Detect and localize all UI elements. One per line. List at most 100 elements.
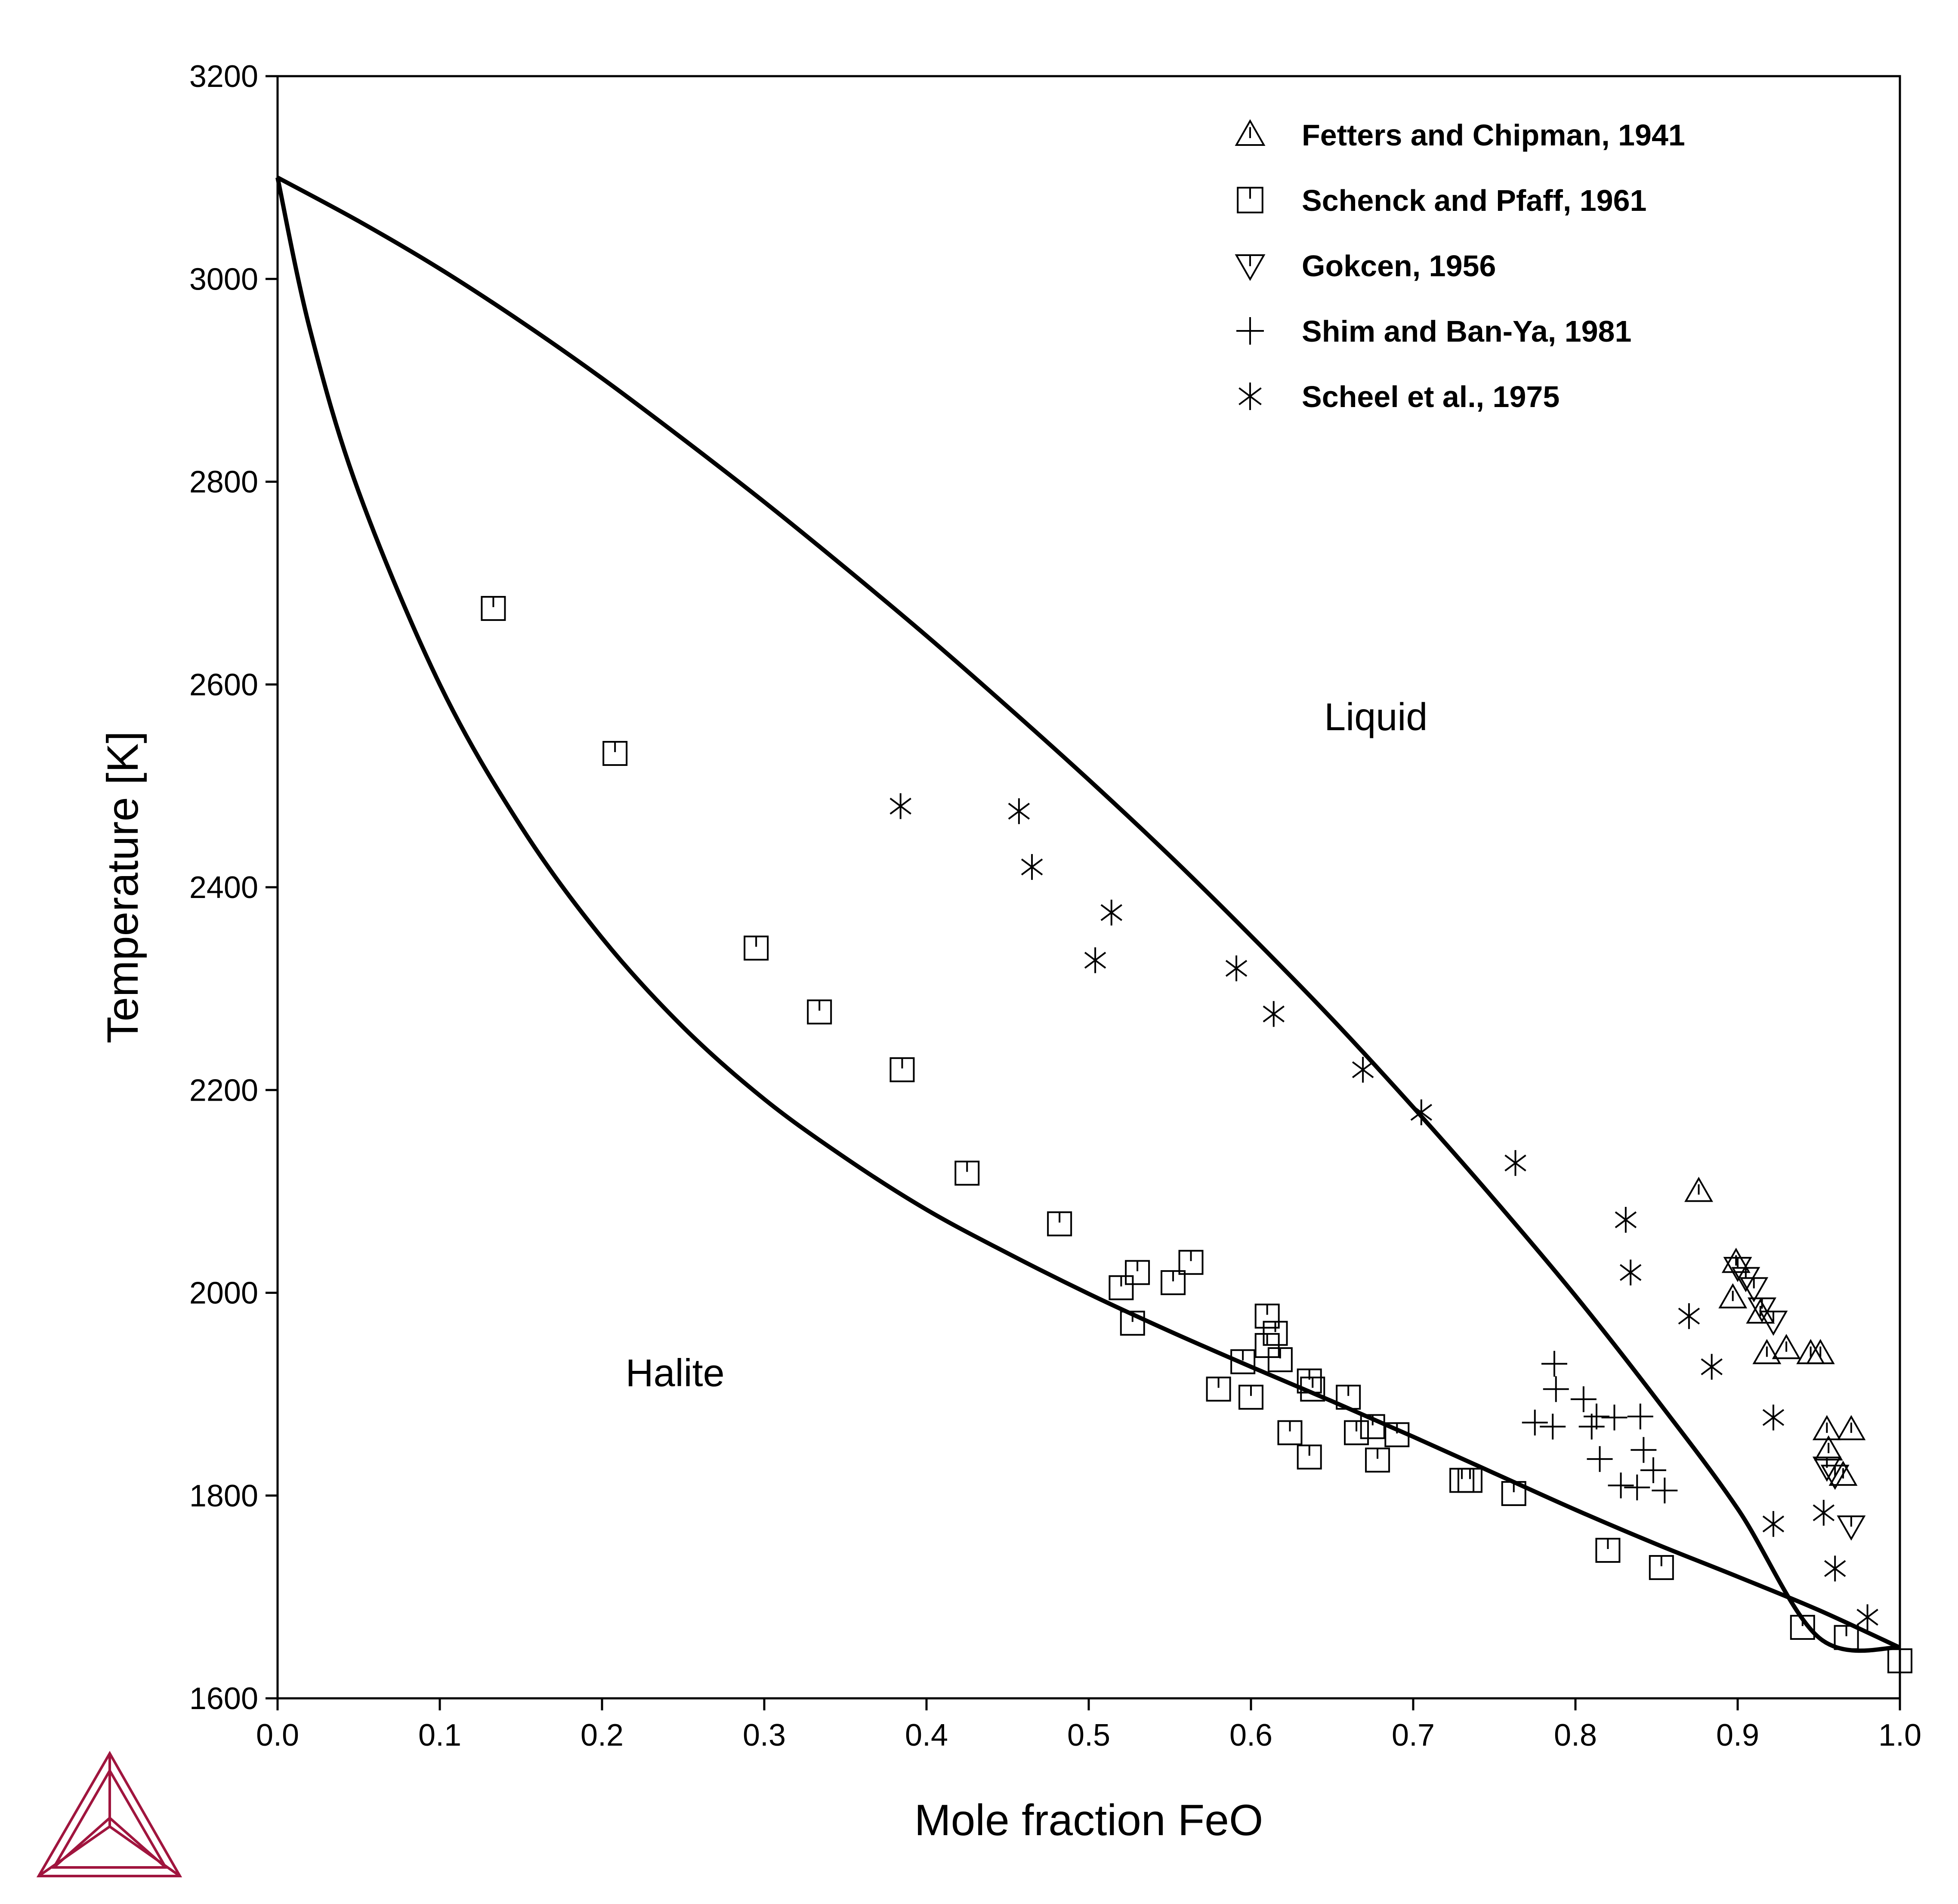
data-point (1806, 1339, 1835, 1364)
data-point (1790, 1615, 1815, 1640)
legend-label: Shim and Ban-Ya, 1981 (1302, 315, 1631, 348)
data-point (1627, 1403, 1653, 1429)
data-point (1021, 854, 1043, 880)
data-point (1254, 1303, 1280, 1329)
marker-d2 (1762, 1515, 1785, 1533)
data-point (1812, 1415, 1841, 1441)
x-tick-label: 0.3 (743, 1718, 786, 1753)
data-point (1684, 1176, 1713, 1202)
marker-shape (1837, 1415, 1866, 1441)
data-point (1762, 1404, 1785, 1431)
data-point (1267, 1347, 1293, 1373)
data-point (1120, 1311, 1145, 1336)
legend-label: Fetters and Chipman, 1941 (1302, 118, 1685, 152)
data-point (1640, 1457, 1666, 1483)
data-point (1238, 1385, 1263, 1410)
data-point (1739, 1277, 1769, 1302)
marker-d2 (1410, 1104, 1433, 1121)
data-point (1161, 1270, 1186, 1295)
marker-d2 (1615, 1211, 1637, 1228)
y-axis-title: Temperature [K] (98, 731, 147, 1043)
marker-shape (1752, 1339, 1782, 1364)
x-tick-label: 0.2 (581, 1718, 624, 1753)
data-point (1631, 1437, 1657, 1463)
data-point (1731, 1267, 1760, 1293)
data-point (1225, 955, 1248, 981)
data-point (807, 999, 832, 1025)
marker-shape (1828, 1460, 1858, 1486)
data-point (1344, 1420, 1369, 1445)
data-point (1748, 1297, 1776, 1323)
x-tick-label: 0.7 (1392, 1718, 1435, 1753)
legend-marker-plus (1236, 317, 1264, 345)
data-point (1608, 1472, 1634, 1499)
data-point (1336, 1385, 1361, 1410)
data-point (1008, 798, 1030, 824)
data-point (1820, 1465, 1850, 1490)
data-point (1297, 1444, 1322, 1470)
marker-d2 (1762, 1409, 1785, 1426)
data-point (1522, 1410, 1548, 1436)
y-tick-label: 2600 (189, 668, 258, 702)
x-tick-label: 0.1 (418, 1718, 461, 1753)
data-point (1649, 1555, 1674, 1580)
marker-d2 (1263, 1005, 1285, 1023)
y-tick-label: 2200 (189, 1073, 258, 1108)
marker-d2 (1238, 387, 1262, 405)
marker-d2 (1021, 858, 1043, 876)
legend-label: Schenck and Pfaff, 1961 (1302, 184, 1646, 217)
data-point (1584, 1403, 1610, 1429)
data-point (1570, 1386, 1597, 1412)
marker-d2 (1856, 1608, 1878, 1626)
data-point (744, 935, 769, 961)
region-label-liquid: Liquid (1324, 696, 1427, 739)
data-point (1501, 1481, 1526, 1506)
x-axis-title: Mole fraction FeO (914, 1796, 1263, 1845)
data-point (1100, 899, 1122, 926)
data-point (1678, 1303, 1700, 1329)
data-point (1263, 1001, 1285, 1027)
legend-marker-triangle-down (1235, 254, 1266, 281)
data-point (1619, 1259, 1642, 1286)
axis-ticks: 0.0 0.1 0.2 0.3 0.4 0.5 0.6 0.7 0.8 0.9 1.0 1600 180… (189, 59, 1921, 1753)
data-point (1723, 1257, 1752, 1282)
data-point (1837, 1415, 1866, 1441)
data-point (1856, 1604, 1878, 1630)
series-square (481, 596, 1912, 1673)
data-point (1206, 1376, 1231, 1402)
data-point (1759, 1310, 1788, 1336)
marker-d2 (1701, 1358, 1723, 1376)
marker-d2 (1504, 1154, 1526, 1172)
legend-label: Scheel et al., 1975 (1302, 380, 1560, 414)
marker-shape (1684, 1176, 1713, 1202)
data-point (1587, 1446, 1613, 1472)
data-point (1772, 1334, 1801, 1359)
marker-shape (1718, 1283, 1748, 1308)
data-point (889, 1057, 915, 1083)
y-tick-label: 3200 (189, 59, 258, 94)
data-point (602, 741, 628, 766)
series-star (889, 793, 1878, 1630)
solidus-curve (275, 177, 1901, 1650)
data-point (1457, 1468, 1482, 1493)
data-point (1624, 1474, 1650, 1500)
phase-boundary-curves (275, 176, 1901, 1653)
series-plus (1522, 1351, 1678, 1503)
x-tick-label: 0.4 (905, 1718, 948, 1753)
x-tick-label: 0.0 (256, 1718, 299, 1753)
marker-d2 (1824, 1560, 1846, 1577)
data-point (1887, 1648, 1912, 1673)
marker-d2 (1619, 1264, 1642, 1281)
y-tick-label: 2000 (189, 1276, 258, 1311)
marker-d2 (889, 797, 911, 815)
data-point (1410, 1099, 1433, 1126)
data-point (1578, 1413, 1605, 1440)
data-point (1360, 1414, 1385, 1439)
marker-shape (1772, 1334, 1801, 1359)
x-tick-label: 0.8 (1554, 1718, 1597, 1753)
data-point (1718, 1283, 1748, 1308)
data-point (1541, 1351, 1567, 1377)
x-tick-label: 0.9 (1716, 1718, 1759, 1753)
